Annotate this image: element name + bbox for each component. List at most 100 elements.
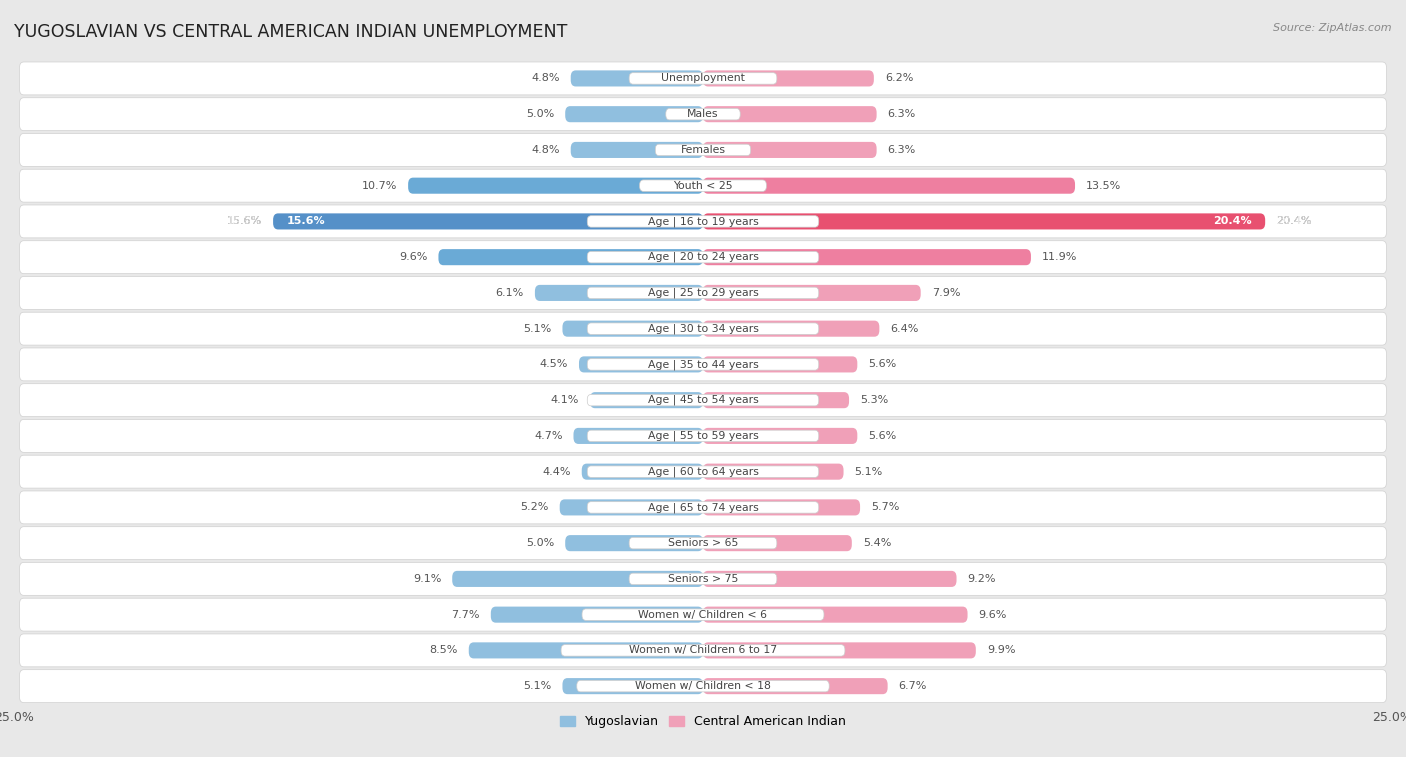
FancyBboxPatch shape xyxy=(703,392,849,408)
FancyBboxPatch shape xyxy=(20,241,1386,273)
FancyBboxPatch shape xyxy=(588,466,818,478)
FancyBboxPatch shape xyxy=(20,348,1386,381)
FancyBboxPatch shape xyxy=(666,108,740,120)
Text: 5.0%: 5.0% xyxy=(526,109,554,119)
FancyBboxPatch shape xyxy=(20,276,1386,310)
Text: 7.7%: 7.7% xyxy=(451,609,479,620)
Text: 20.4%: 20.4% xyxy=(1213,217,1251,226)
Text: Women w/ Children < 18: Women w/ Children < 18 xyxy=(636,681,770,691)
Text: Seniors > 65: Seniors > 65 xyxy=(668,538,738,548)
Text: 5.2%: 5.2% xyxy=(520,503,548,512)
Text: Age | 65 to 74 years: Age | 65 to 74 years xyxy=(648,502,758,512)
FancyBboxPatch shape xyxy=(408,178,703,194)
Text: 20.4%: 20.4% xyxy=(1277,217,1312,226)
Text: 6.4%: 6.4% xyxy=(890,324,918,334)
Text: YUGOSLAVIAN VS CENTRAL AMERICAN INDIAN UNEMPLOYMENT: YUGOSLAVIAN VS CENTRAL AMERICAN INDIAN U… xyxy=(14,23,568,41)
Text: 13.5%: 13.5% xyxy=(1085,181,1122,191)
Text: 4.7%: 4.7% xyxy=(534,431,562,441)
FancyBboxPatch shape xyxy=(571,70,703,86)
FancyBboxPatch shape xyxy=(565,535,703,551)
FancyBboxPatch shape xyxy=(576,681,830,692)
Text: 5.6%: 5.6% xyxy=(869,360,897,369)
FancyBboxPatch shape xyxy=(703,106,876,122)
Text: 6.1%: 6.1% xyxy=(496,288,524,298)
FancyBboxPatch shape xyxy=(703,643,976,659)
Text: Age | 30 to 34 years: Age | 30 to 34 years xyxy=(648,323,758,334)
FancyBboxPatch shape xyxy=(703,142,876,158)
Text: 4.5%: 4.5% xyxy=(540,360,568,369)
FancyBboxPatch shape xyxy=(20,419,1386,453)
Text: 9.6%: 9.6% xyxy=(979,609,1007,620)
Text: 10.7%: 10.7% xyxy=(361,181,396,191)
Text: 9.9%: 9.9% xyxy=(987,646,1015,656)
FancyBboxPatch shape xyxy=(273,213,703,229)
FancyBboxPatch shape xyxy=(703,285,921,301)
FancyBboxPatch shape xyxy=(20,527,1386,559)
FancyBboxPatch shape xyxy=(588,287,818,299)
Text: 4.8%: 4.8% xyxy=(531,73,560,83)
FancyBboxPatch shape xyxy=(703,357,858,372)
FancyBboxPatch shape xyxy=(703,249,1031,265)
FancyBboxPatch shape xyxy=(20,205,1386,238)
FancyBboxPatch shape xyxy=(588,251,818,263)
FancyBboxPatch shape xyxy=(579,357,703,372)
FancyBboxPatch shape xyxy=(703,213,1265,229)
FancyBboxPatch shape xyxy=(588,323,818,335)
FancyBboxPatch shape xyxy=(703,178,1076,194)
FancyBboxPatch shape xyxy=(453,571,703,587)
FancyBboxPatch shape xyxy=(588,502,818,513)
FancyBboxPatch shape xyxy=(491,606,703,623)
FancyBboxPatch shape xyxy=(560,500,703,516)
FancyBboxPatch shape xyxy=(591,392,703,408)
FancyBboxPatch shape xyxy=(588,394,818,406)
Text: Women w/ Children 6 to 17: Women w/ Children 6 to 17 xyxy=(628,646,778,656)
FancyBboxPatch shape xyxy=(703,463,844,480)
Text: Females: Females xyxy=(681,145,725,155)
Text: Women w/ Children < 6: Women w/ Children < 6 xyxy=(638,609,768,620)
FancyBboxPatch shape xyxy=(703,535,852,551)
Text: 20.4%: 20.4% xyxy=(1277,217,1312,226)
FancyBboxPatch shape xyxy=(20,312,1386,345)
FancyBboxPatch shape xyxy=(20,62,1386,95)
FancyBboxPatch shape xyxy=(20,98,1386,131)
Text: Age | 60 to 64 years: Age | 60 to 64 years xyxy=(648,466,758,477)
Text: Age | 55 to 59 years: Age | 55 to 59 years xyxy=(648,431,758,441)
FancyBboxPatch shape xyxy=(588,216,818,227)
FancyBboxPatch shape xyxy=(628,73,778,84)
Text: 5.7%: 5.7% xyxy=(872,503,900,512)
Text: Youth < 25: Youth < 25 xyxy=(673,181,733,191)
FancyBboxPatch shape xyxy=(703,500,860,516)
Text: 5.3%: 5.3% xyxy=(860,395,889,405)
Text: 6.7%: 6.7% xyxy=(898,681,927,691)
FancyBboxPatch shape xyxy=(562,321,703,337)
FancyBboxPatch shape xyxy=(20,634,1386,667)
Text: 15.6%: 15.6% xyxy=(287,217,326,226)
FancyBboxPatch shape xyxy=(703,571,956,587)
FancyBboxPatch shape xyxy=(439,249,703,265)
FancyBboxPatch shape xyxy=(571,142,703,158)
FancyBboxPatch shape xyxy=(20,598,1386,631)
FancyBboxPatch shape xyxy=(20,455,1386,488)
FancyBboxPatch shape xyxy=(703,678,887,694)
FancyBboxPatch shape xyxy=(468,643,703,659)
Text: 4.1%: 4.1% xyxy=(551,395,579,405)
FancyBboxPatch shape xyxy=(655,145,751,156)
Text: 15.6%: 15.6% xyxy=(226,217,262,226)
FancyBboxPatch shape xyxy=(20,562,1386,595)
Text: 6.3%: 6.3% xyxy=(887,109,915,119)
FancyBboxPatch shape xyxy=(588,430,818,441)
Text: 5.6%: 5.6% xyxy=(869,431,897,441)
FancyBboxPatch shape xyxy=(574,428,703,444)
FancyBboxPatch shape xyxy=(561,645,845,656)
FancyBboxPatch shape xyxy=(628,537,778,549)
Text: 5.1%: 5.1% xyxy=(523,681,551,691)
Text: Age | 20 to 24 years: Age | 20 to 24 years xyxy=(648,252,758,263)
Text: 5.4%: 5.4% xyxy=(863,538,891,548)
FancyBboxPatch shape xyxy=(703,606,967,623)
FancyBboxPatch shape xyxy=(582,463,703,480)
Text: 4.8%: 4.8% xyxy=(531,145,560,155)
FancyBboxPatch shape xyxy=(20,384,1386,416)
Text: 11.9%: 11.9% xyxy=(1042,252,1077,262)
FancyBboxPatch shape xyxy=(588,359,818,370)
Text: Age | 16 to 19 years: Age | 16 to 19 years xyxy=(648,217,758,226)
